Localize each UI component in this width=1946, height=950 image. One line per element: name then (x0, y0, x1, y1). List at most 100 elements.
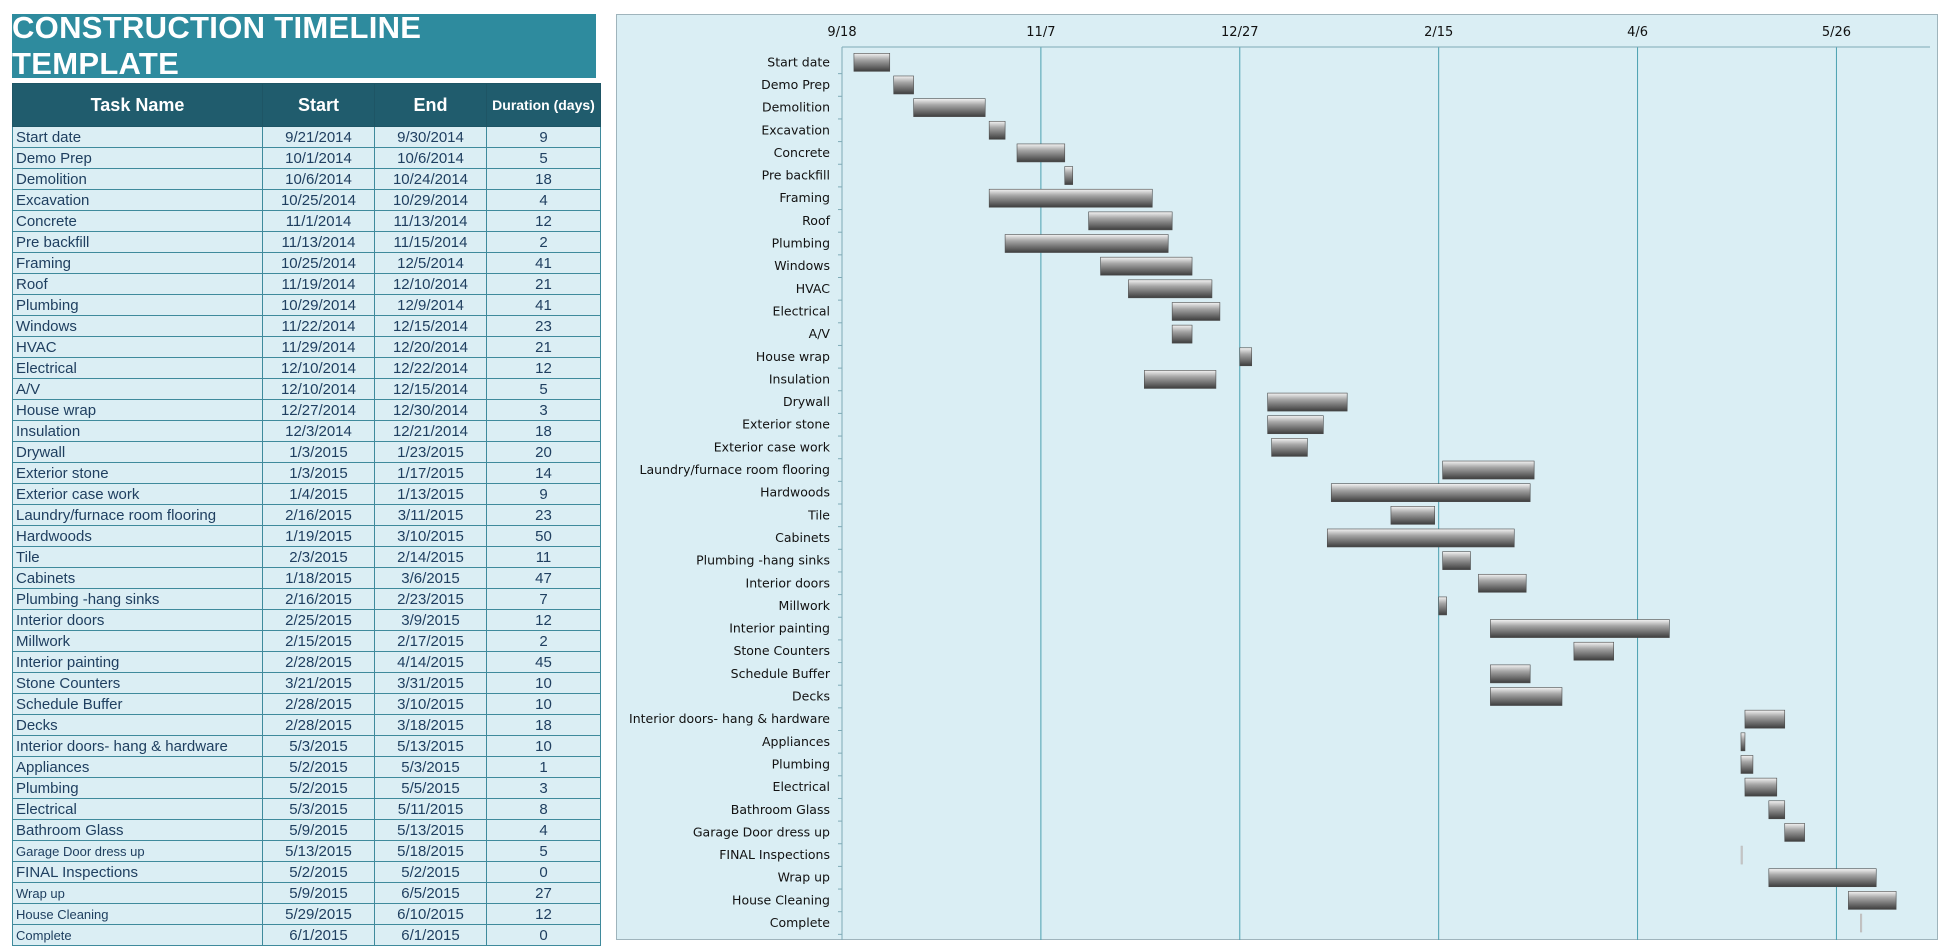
end-cell: 12/22/2014 (374, 357, 487, 379)
y-tick-label: Drywall (783, 394, 830, 409)
end-cell: 10/6/2014 (374, 147, 487, 169)
duration-cell: 2 (486, 630, 601, 652)
start-cell: 12/3/2014 (262, 420, 375, 442)
start-cell: 2/3/2015 (262, 546, 375, 568)
table-row: Tile 2/3/2015 2/14/2015 11 (12, 546, 601, 568)
gantt-bar (1848, 891, 1897, 910)
duration-cell: 4 (486, 189, 601, 211)
end-cell: 5/18/2015 (374, 840, 487, 862)
start-cell: 2/28/2015 (262, 693, 375, 715)
table-row: Hardwoods 1/19/2015 3/10/2015 50 (12, 525, 601, 547)
task-name-cell: Complete (12, 924, 263, 946)
gantt-bar (1768, 800, 1786, 820)
start-cell: 12/27/2014 (262, 399, 375, 421)
start-cell: 1/4/2015 (262, 483, 375, 505)
start-cell: 5/2/2015 (262, 756, 375, 778)
duration-cell: 12 (486, 903, 601, 925)
gantt-bar (1573, 641, 1614, 661)
y-tick-label: Framing (779, 190, 830, 205)
start-cell: 10/25/2014 (262, 252, 375, 274)
start-cell: 12/10/2014 (262, 378, 375, 400)
start-cell: 11/19/2014 (262, 273, 375, 295)
end-cell: 4/14/2015 (374, 651, 487, 673)
task-name-cell: Electrical (12, 357, 263, 379)
start-cell: 11/13/2014 (262, 231, 375, 253)
duration-cell: 21 (486, 273, 601, 295)
duration-cell: 27 (486, 882, 601, 904)
y-tick-label: Bathroom Glass (731, 802, 830, 817)
end-cell: 12/21/2014 (374, 420, 487, 442)
task-name-cell: House wrap (12, 399, 263, 421)
gantt-bar (1490, 664, 1531, 684)
table-row: Plumbing 5/2/2015 5/5/2015 3 (12, 777, 601, 799)
task-name-cell: Drywall (12, 441, 263, 463)
task-name-cell: Wrap up (12, 882, 263, 904)
table-row: Plumbing 10/29/2014 12/9/2014 41 (12, 294, 601, 316)
gantt-chart-frame (616, 14, 1938, 940)
task-name-cell: Interior doors- hang & hardware (12, 735, 263, 757)
gantt-bar (1740, 755, 1754, 774)
y-tick-label: House wrap (756, 349, 830, 364)
start-cell: 10/29/2014 (262, 294, 375, 316)
start-cell: 1/19/2015 (262, 525, 375, 547)
gantt-bar (1144, 370, 1217, 389)
table-row: Demo Prep 10/1/2014 10/6/2014 5 (12, 147, 601, 169)
x-tick-label: 5/26 (1822, 25, 1851, 40)
x-tick-label: 2/15 (1424, 25, 1453, 40)
end-cell: 2/23/2015 (374, 588, 487, 610)
end-cell: 3/31/2015 (374, 672, 487, 694)
duration-cell: 20 (486, 441, 601, 463)
table-row: Insulation 12/3/2014 12/21/2014 18 (12, 420, 601, 442)
duration-cell: 23 (486, 504, 601, 526)
gantt-bar (1740, 845, 1743, 865)
table-row: Interior painting 2/28/2015 4/14/2015 45 (12, 651, 601, 673)
start-cell: 2/16/2015 (262, 504, 375, 526)
task-name-cell: Plumbing (12, 777, 263, 799)
end-cell: 12/5/2014 (374, 252, 487, 274)
end-cell: 5/2/2015 (374, 861, 487, 883)
end-cell: 11/15/2014 (374, 231, 487, 253)
y-tick-label: FINAL Inspections (719, 847, 830, 862)
task-name-cell: Garage Door dress up (12, 840, 263, 862)
gantt-chart: 9/18 11/7 12/27 2/15 4/6 5/26 Start date Demo P… (629, 25, 1930, 940)
start-cell: 11/29/2014 (262, 336, 375, 358)
table-row: Electrical 12/10/2014 12/22/2014 12 (12, 357, 601, 379)
duration-cell: 9 (486, 126, 601, 148)
y-tick-label: Exterior case work (714, 439, 831, 454)
y-tick-label: Tile (807, 507, 830, 522)
start-cell: 11/1/2014 (262, 210, 375, 232)
table-row: Exterior case work 1/4/2015 1/13/2015 9 (12, 483, 601, 505)
task-name-cell: Millwork (12, 630, 263, 652)
y-tick-label: Wrap up (778, 870, 830, 885)
gantt-bar (1478, 573, 1527, 593)
end-cell: 5/11/2015 (374, 798, 487, 820)
end-cell: 11/13/2014 (374, 210, 487, 232)
task-name-cell: HVAC (12, 336, 263, 358)
gantt-bar (1088, 211, 1173, 231)
header-task-name: Task Name (12, 83, 263, 127)
table-row: Bathroom Glass 5/9/2015 5/13/2015 4 (12, 819, 601, 841)
task-name-cell: Roof (12, 273, 263, 295)
table-row: Electrical 5/3/2015 5/11/2015 8 (12, 798, 601, 820)
end-cell: 12/15/2014 (374, 315, 487, 337)
y-tick-label: Insulation (769, 371, 830, 386)
gantt-bar (1490, 619, 1670, 638)
gantt-bar (1100, 256, 1193, 276)
duration-cell: 5 (486, 840, 601, 862)
end-cell: 12/9/2014 (374, 294, 487, 316)
end-cell: 1/23/2015 (374, 441, 487, 463)
y-tick-label: House Cleaning (732, 892, 830, 907)
duration-cell: 12 (486, 210, 601, 232)
gantt-bar (1128, 279, 1213, 299)
start-cell: 2/28/2015 (262, 714, 375, 736)
gantt-bar (1267, 415, 1324, 435)
end-cell: 3/6/2015 (374, 567, 487, 589)
duration-cell: 12 (486, 357, 601, 379)
start-cell: 5/29/2015 (262, 903, 375, 925)
x-tick-label: 9/18 (827, 25, 856, 40)
duration-cell: 18 (486, 714, 601, 736)
task-name-cell: Appliances (12, 756, 263, 778)
end-cell: 3/10/2015 (374, 525, 487, 547)
gantt-bar (1744, 777, 1778, 797)
task-name-cell: Insulation (12, 420, 263, 442)
